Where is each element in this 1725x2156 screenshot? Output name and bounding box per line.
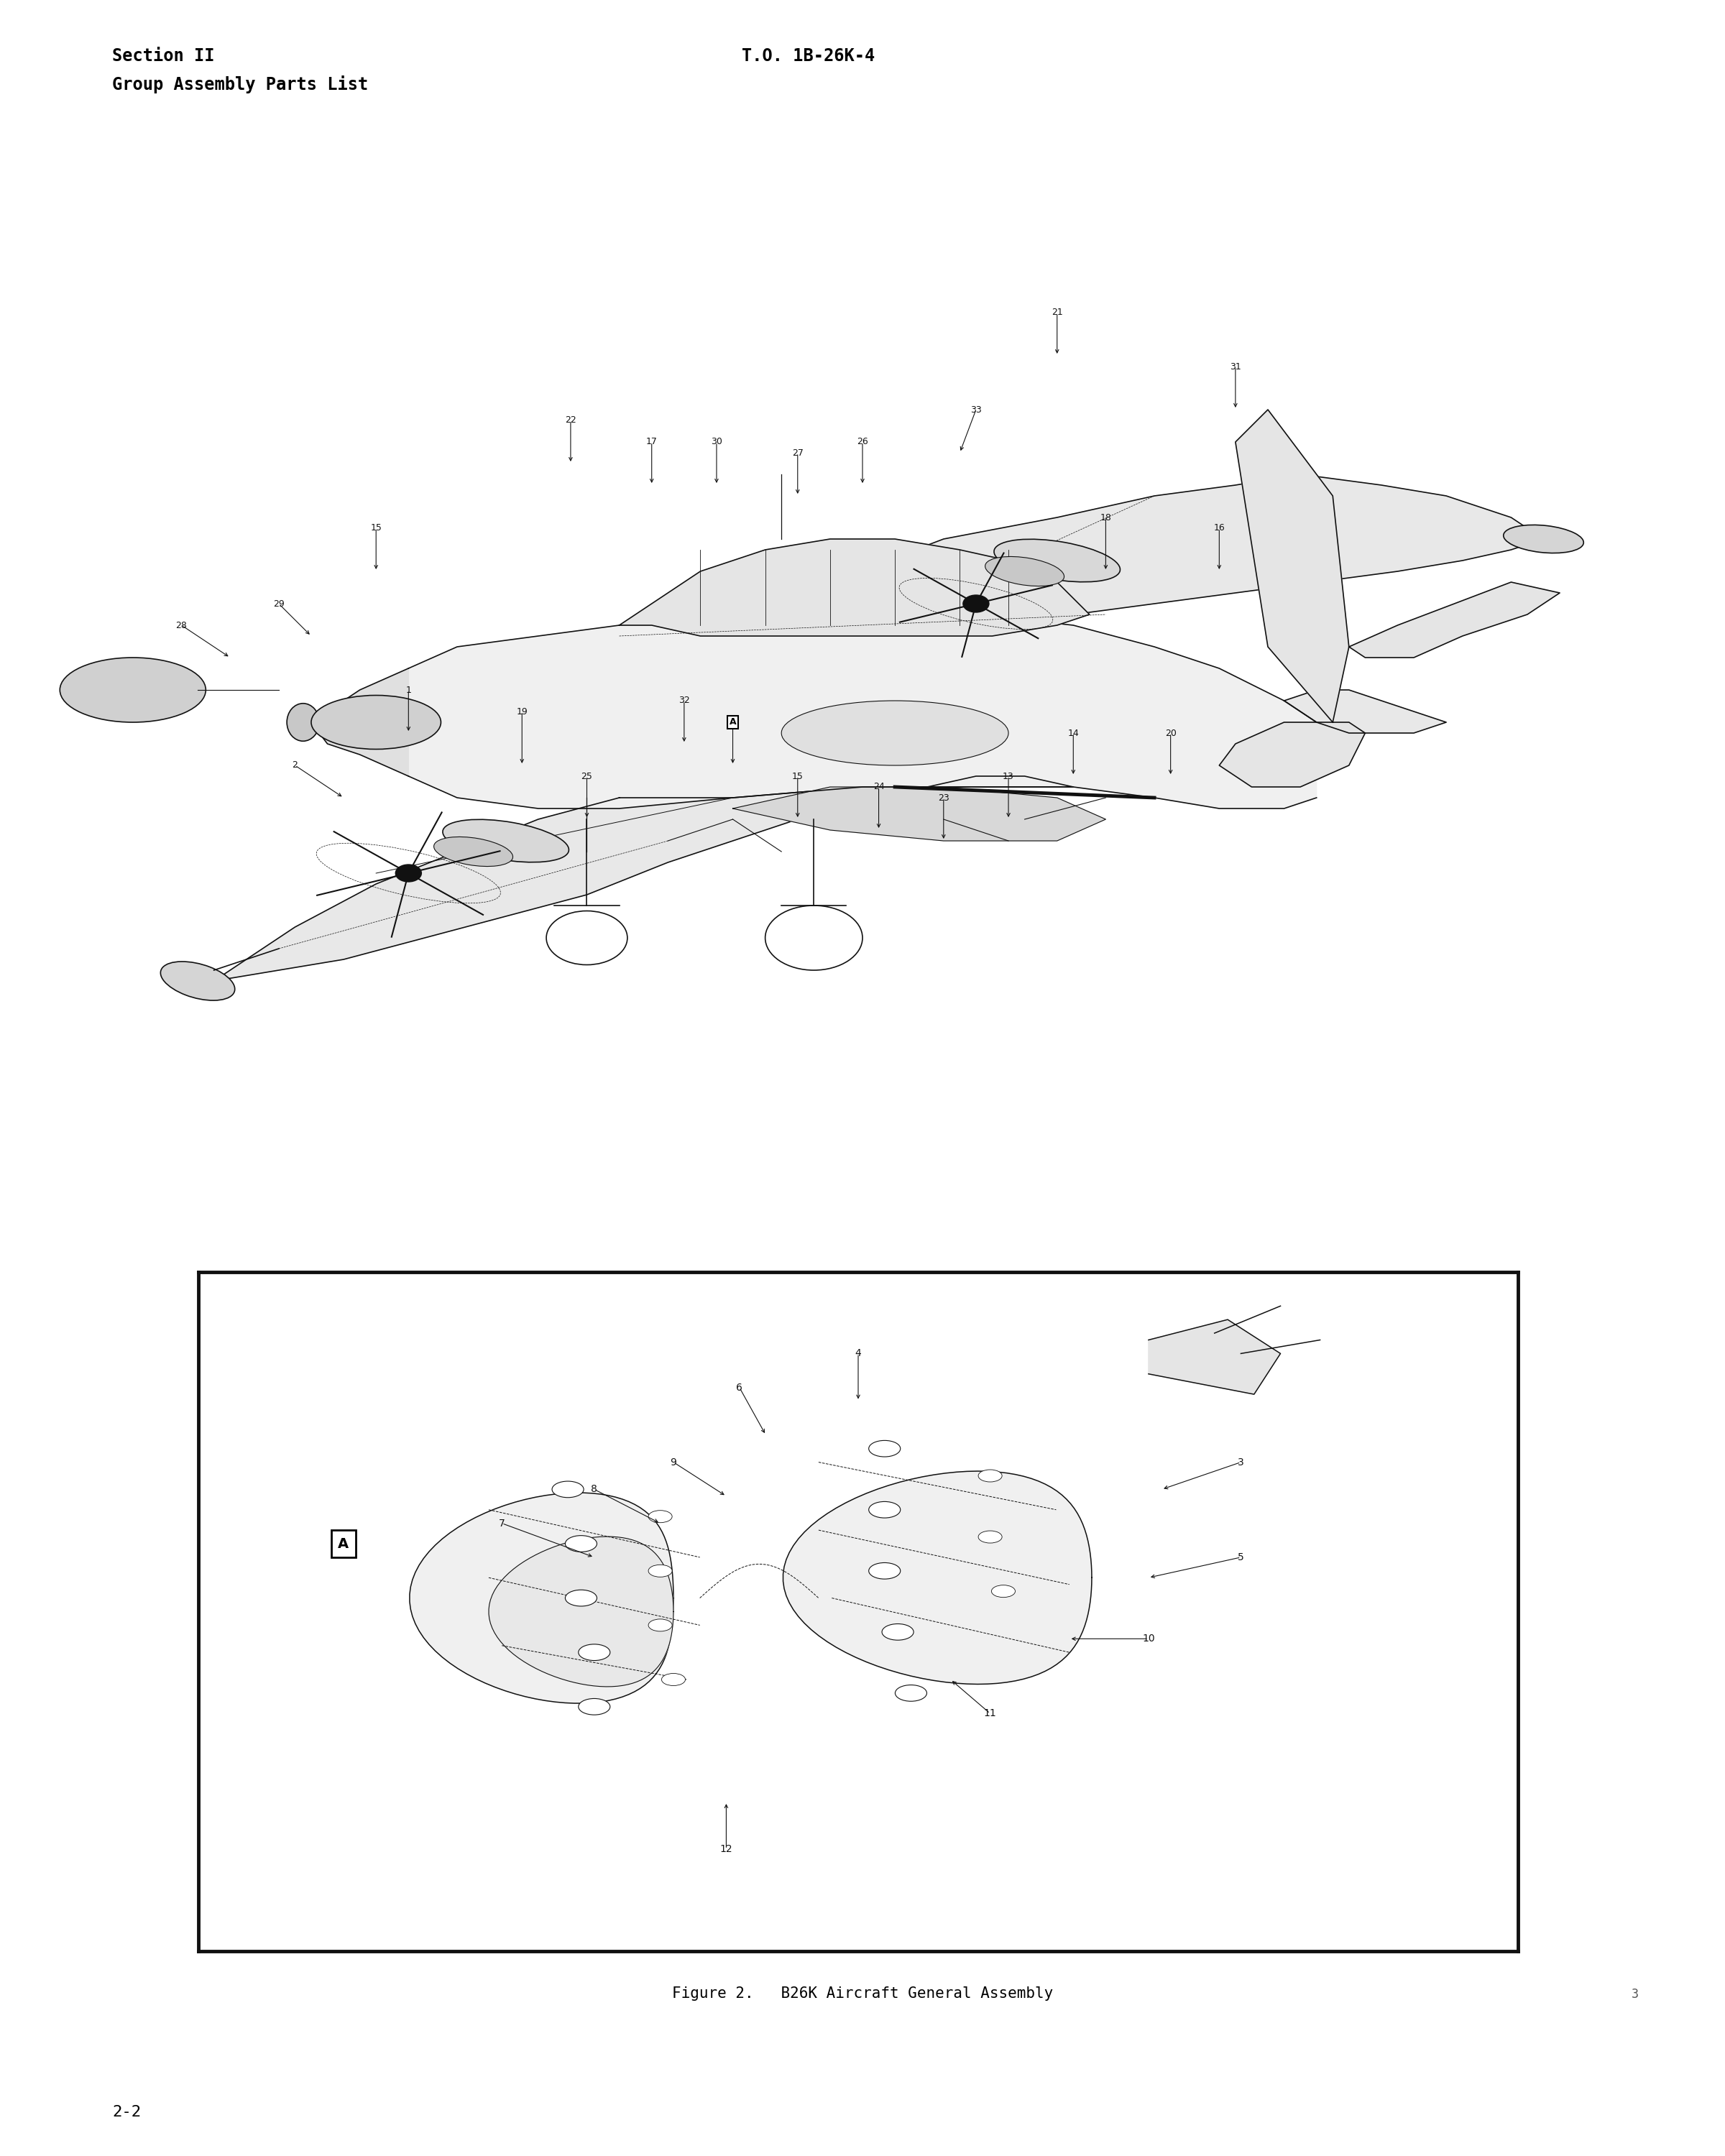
Ellipse shape — [160, 962, 235, 1000]
Text: 12: 12 — [719, 1843, 733, 1854]
Circle shape — [566, 1535, 597, 1552]
Text: 19: 19 — [516, 707, 528, 716]
Ellipse shape — [443, 819, 569, 862]
Text: 20: 20 — [1164, 729, 1176, 737]
Text: 26: 26 — [857, 438, 868, 446]
Text: 33: 33 — [971, 405, 982, 414]
Circle shape — [881, 1623, 914, 1641]
Polygon shape — [1235, 410, 1349, 722]
Ellipse shape — [985, 556, 1064, 586]
Circle shape — [578, 1645, 611, 1660]
Circle shape — [649, 1565, 673, 1576]
Polygon shape — [214, 776, 1073, 981]
Ellipse shape — [994, 539, 1120, 582]
Polygon shape — [409, 1492, 673, 1703]
Text: 32: 32 — [678, 696, 690, 705]
Text: 31: 31 — [1230, 362, 1240, 371]
Text: Group Assembly Parts List: Group Assembly Parts List — [112, 75, 367, 93]
Circle shape — [978, 1470, 1002, 1481]
Text: 5: 5 — [1239, 1552, 1244, 1563]
Text: 10: 10 — [1142, 1634, 1154, 1643]
Polygon shape — [733, 787, 1106, 841]
Text: 11: 11 — [983, 1708, 997, 1718]
Text: 22: 22 — [566, 416, 576, 425]
Text: 30: 30 — [711, 438, 723, 446]
Text: 16: 16 — [1214, 524, 1225, 533]
Text: 27: 27 — [792, 448, 804, 457]
Text: 3: 3 — [1632, 1988, 1639, 2001]
Circle shape — [566, 1589, 597, 1606]
Text: 29: 29 — [273, 599, 285, 608]
Text: 25: 25 — [581, 772, 593, 780]
Ellipse shape — [433, 837, 512, 867]
Text: A: A — [338, 1537, 348, 1550]
Polygon shape — [488, 1537, 673, 1686]
Circle shape — [662, 1673, 685, 1686]
Text: 4: 4 — [856, 1348, 861, 1358]
Text: 18: 18 — [1101, 513, 1111, 522]
Circle shape — [649, 1511, 673, 1522]
Circle shape — [978, 1531, 1002, 1544]
Polygon shape — [1149, 1319, 1280, 1395]
Text: 17: 17 — [645, 438, 657, 446]
Text: 28: 28 — [176, 621, 188, 630]
Text: 3: 3 — [1239, 1457, 1244, 1468]
Text: 23: 23 — [938, 793, 949, 802]
Text: A: A — [730, 718, 737, 727]
Polygon shape — [783, 1470, 1092, 1684]
Polygon shape — [1283, 690, 1446, 733]
Circle shape — [895, 1686, 926, 1701]
Polygon shape — [733, 474, 1544, 625]
Text: T.O. 1B-26K-4: T.O. 1B-26K-4 — [742, 47, 875, 65]
Text: 15: 15 — [792, 772, 804, 780]
Text: 24: 24 — [873, 783, 885, 791]
Text: Figure 2.   B26K Aircraft General Assembly: Figure 2. B26K Aircraft General Assembly — [673, 1986, 1052, 2001]
Circle shape — [869, 1440, 900, 1457]
Polygon shape — [1220, 722, 1364, 787]
Text: 21: 21 — [1052, 308, 1063, 317]
Text: 8: 8 — [592, 1483, 597, 1494]
Text: 9: 9 — [671, 1457, 676, 1468]
Ellipse shape — [60, 658, 205, 722]
Text: 15: 15 — [371, 524, 381, 533]
Text: 14: 14 — [1068, 729, 1078, 737]
Text: Section II: Section II — [112, 47, 214, 65]
Polygon shape — [409, 604, 1316, 808]
Text: 13: 13 — [1002, 772, 1014, 780]
Circle shape — [869, 1501, 900, 1518]
Circle shape — [395, 865, 421, 882]
Circle shape — [992, 1585, 1016, 1598]
Ellipse shape — [310, 694, 442, 750]
Ellipse shape — [781, 701, 1009, 765]
Circle shape — [552, 1481, 583, 1498]
Polygon shape — [619, 539, 1090, 636]
Ellipse shape — [1504, 524, 1584, 554]
Polygon shape — [1349, 582, 1559, 658]
Text: 2-2: 2-2 — [112, 2104, 141, 2119]
Text: 7: 7 — [499, 1518, 505, 1529]
Polygon shape — [310, 668, 409, 776]
Circle shape — [578, 1699, 611, 1714]
Circle shape — [869, 1563, 900, 1578]
Ellipse shape — [286, 703, 319, 742]
Circle shape — [963, 595, 988, 612]
Text: 6: 6 — [737, 1382, 742, 1393]
Text: 2: 2 — [292, 761, 298, 770]
Circle shape — [649, 1619, 673, 1632]
Text: 1: 1 — [405, 686, 411, 694]
